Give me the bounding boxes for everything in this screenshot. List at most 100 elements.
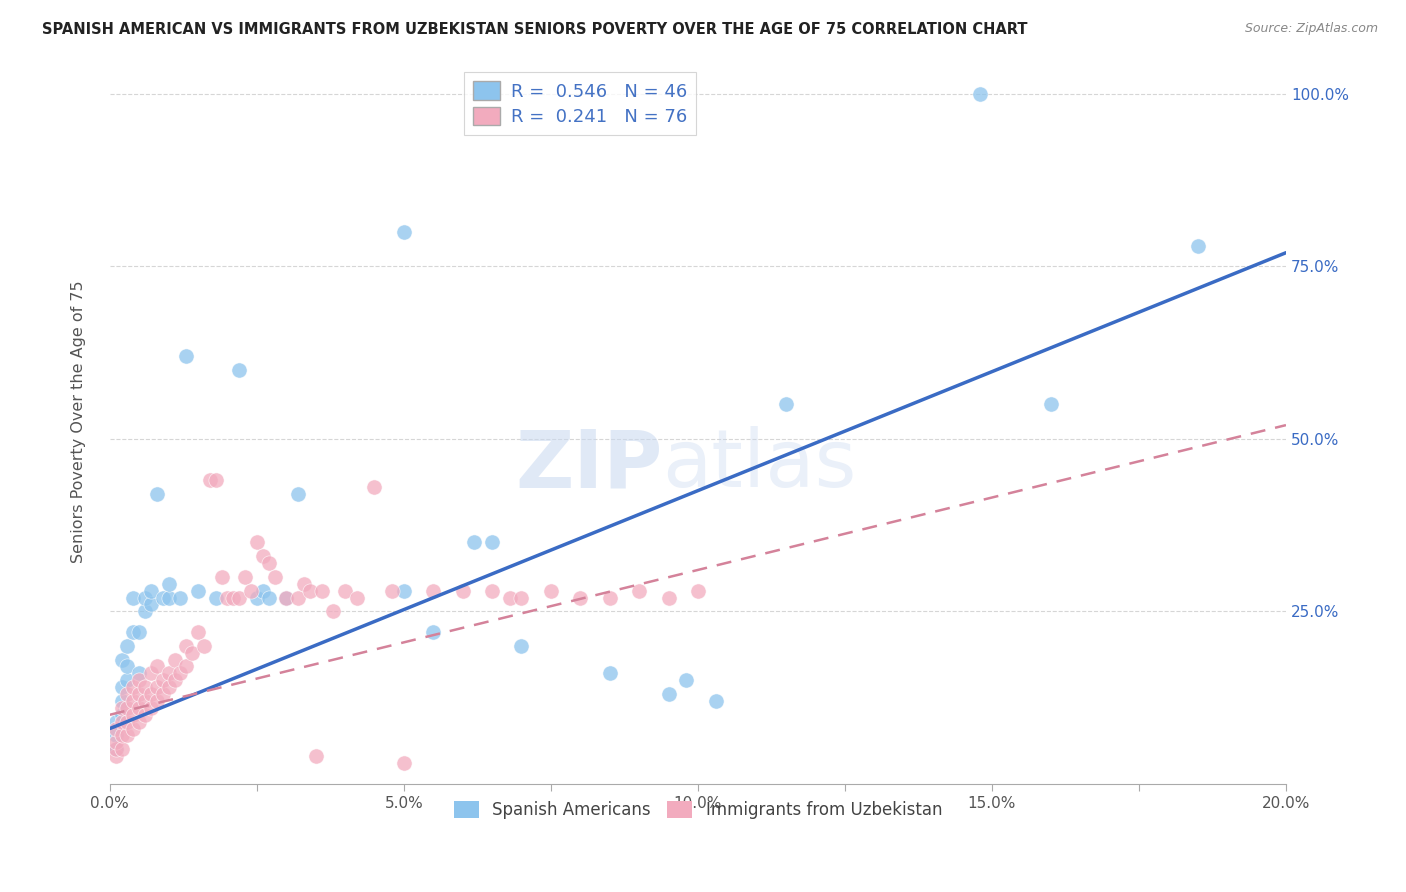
Point <box>152 673 174 688</box>
Point <box>104 729 127 743</box>
Point <box>110 707 132 722</box>
Point <box>675 673 697 688</box>
Point <box>187 625 209 640</box>
Point <box>146 659 169 673</box>
Point <box>176 349 198 363</box>
Point <box>163 652 186 666</box>
Point <box>686 583 709 598</box>
Point <box>257 556 280 570</box>
Point <box>381 583 404 598</box>
Point <box>128 673 150 688</box>
Point <box>104 742 127 756</box>
Point <box>139 687 162 701</box>
Point <box>117 673 139 688</box>
Point <box>157 576 180 591</box>
Point <box>499 591 522 605</box>
Point <box>110 714 132 729</box>
Point <box>217 591 239 605</box>
Point <box>657 591 679 605</box>
Point <box>704 694 727 708</box>
Point <box>146 487 169 501</box>
Point <box>139 598 162 612</box>
Point <box>110 701 132 715</box>
Point <box>134 707 156 722</box>
Legend: Spanish Americans, Immigrants from Uzbekistan: Spanish Americans, Immigrants from Uzbek… <box>447 795 949 826</box>
Point <box>287 487 309 501</box>
Point <box>117 659 139 673</box>
Point <box>198 473 221 487</box>
Point <box>193 639 215 653</box>
Point <box>233 570 256 584</box>
Point <box>146 680 169 694</box>
Point <box>110 652 132 666</box>
Point <box>134 604 156 618</box>
Text: Source: ZipAtlas.com: Source: ZipAtlas.com <box>1244 22 1378 36</box>
Point <box>392 225 415 239</box>
Point <box>628 583 651 598</box>
Point <box>463 535 485 549</box>
Point <box>322 604 344 618</box>
Point <box>228 591 250 605</box>
Point <box>392 583 415 598</box>
Point <box>333 583 356 598</box>
Point <box>569 591 592 605</box>
Point <box>104 742 127 756</box>
Point <box>117 729 139 743</box>
Point <box>481 535 503 549</box>
Point <box>122 722 145 736</box>
Point <box>204 591 226 605</box>
Point <box>422 583 444 598</box>
Point <box>122 707 145 722</box>
Point <box>146 694 169 708</box>
Text: ZIP: ZIP <box>516 426 662 504</box>
Point <box>128 687 150 701</box>
Point <box>599 591 621 605</box>
Point <box>152 687 174 701</box>
Point <box>311 583 333 598</box>
Point <box>104 722 127 736</box>
Point <box>128 666 150 681</box>
Point <box>187 583 209 598</box>
Point <box>246 591 269 605</box>
Point <box>139 583 162 598</box>
Point <box>128 701 150 715</box>
Point <box>287 591 309 605</box>
Point <box>117 701 139 715</box>
Point <box>252 549 274 563</box>
Point <box>246 535 269 549</box>
Point <box>422 625 444 640</box>
Point <box>157 666 180 681</box>
Point <box>122 680 145 694</box>
Point <box>363 480 385 494</box>
Point <box>510 639 533 653</box>
Point <box>276 591 298 605</box>
Point <box>134 694 156 708</box>
Point <box>117 714 139 729</box>
Point <box>257 591 280 605</box>
Point <box>157 591 180 605</box>
Point <box>169 591 191 605</box>
Point <box>134 680 156 694</box>
Point <box>298 583 321 598</box>
Point <box>104 735 127 749</box>
Point <box>139 666 162 681</box>
Point <box>117 639 139 653</box>
Point <box>104 714 127 729</box>
Point <box>122 694 145 708</box>
Point <box>392 756 415 770</box>
Point <box>110 742 132 756</box>
Point <box>211 570 233 584</box>
Point <box>110 680 132 694</box>
Point <box>222 591 245 605</box>
Point <box>540 583 562 598</box>
Point <box>228 363 250 377</box>
Point <box>346 591 368 605</box>
Point <box>510 591 533 605</box>
Point <box>599 666 621 681</box>
Y-axis label: Seniors Poverty Over the Age of 75: Seniors Poverty Over the Age of 75 <box>72 280 86 563</box>
Point <box>110 694 132 708</box>
Point <box>176 659 198 673</box>
Point <box>152 591 174 605</box>
Point <box>305 749 328 764</box>
Point <box>163 673 186 688</box>
